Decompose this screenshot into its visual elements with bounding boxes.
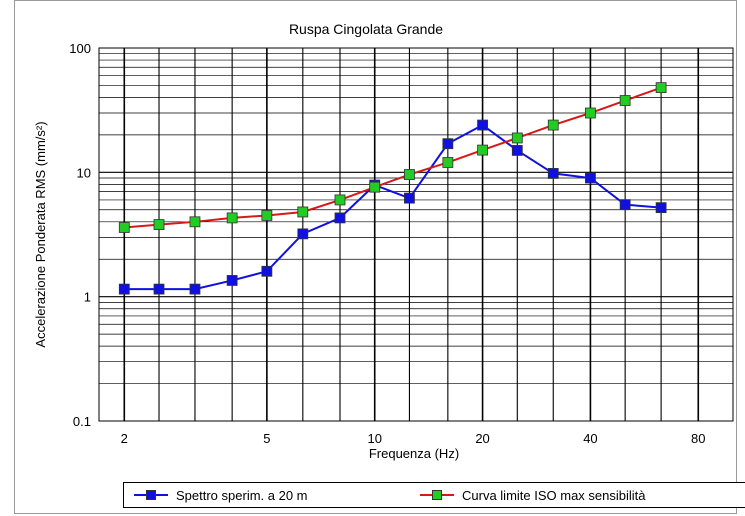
- x-tick-label: 40: [583, 431, 597, 446]
- x-tick-label: 5: [263, 431, 270, 446]
- series-1-point: [619, 95, 631, 106]
- grid: [99, 48, 733, 421]
- y-axis-label: Accelerazione Ponderata RMS (mm/s²): [33, 121, 48, 347]
- series-0-point: [511, 145, 523, 156]
- x-ticks: 2 5 10 20 40 80: [121, 431, 706, 446]
- chart-svg: Ruspa Cingolata Grande 0.1 1 10 100 2 5 10 20 4…: [33, 21, 734, 461]
- series-1-point: [226, 212, 238, 224]
- x-tick-label: 2: [121, 431, 128, 446]
- series-1-point: [297, 206, 309, 218]
- series-1-point: [655, 82, 667, 94]
- series-1-point: [261, 210, 273, 221]
- x-axis-label: Frequenza (Hz): [369, 446, 459, 461]
- legend-item-0: Spettro sperim. a 20 m: [134, 483, 308, 507]
- series-0-point: [547, 168, 559, 179]
- x-tick-label: 20: [475, 431, 489, 446]
- series-1-point: [153, 219, 165, 230]
- series-1-point: [334, 194, 346, 206]
- series-0-point: [442, 138, 454, 150]
- y-tick-label: 10: [77, 165, 91, 180]
- series-1-point: [404, 169, 415, 180]
- series-1-point: [118, 222, 130, 233]
- legend-label-0: Spettro sperim. a 20 m: [176, 487, 308, 503]
- plot-area: [98, 47, 734, 422]
- legend: Spettro sperim. a 20 m Curva limite ISO …: [123, 482, 745, 508]
- y-tick-label: 100: [69, 41, 91, 56]
- series-1-point: [547, 119, 559, 131]
- x-tick-label: 80: [691, 431, 705, 446]
- series-line-1: [124, 86, 662, 229]
- series-0-point: [655, 202, 667, 214]
- x-tick-label: 10: [367, 431, 381, 446]
- series-1-point: [189, 216, 201, 228]
- series-0-point: [585, 172, 596, 184]
- legend-label-1: Curva limite ISO max sensibilità: [462, 487, 646, 503]
- chart-frame: Ruspa Cingolata Grande 0.1 1 10 100 2 5 10 20 4…: [14, 0, 745, 514]
- legend-item-1: Curva limite ISO max sensibilità: [420, 483, 646, 507]
- series-0-point: [404, 192, 415, 204]
- series-1-point: [511, 132, 523, 144]
- series-0-point: [118, 283, 130, 295]
- series-0-point: [477, 119, 488, 131]
- series-1-point: [477, 144, 488, 156]
- series-0-point: [153, 283, 165, 295]
- legend-swatch-0: [134, 489, 168, 501]
- series-0-point: [261, 265, 273, 277]
- y-tick-label: 1: [84, 290, 91, 305]
- legend-swatch-1: [420, 489, 454, 501]
- chart-title: Ruspa Cingolata Grande: [289, 21, 443, 37]
- y-ticks: 0.1 1 10 100: [69, 41, 91, 429]
- series-0-point: [297, 228, 309, 240]
- series-group: [118, 82, 667, 295]
- series-0-point: [334, 212, 346, 224]
- series-line-0: [124, 123, 662, 291]
- series-0-point: [189, 283, 201, 295]
- y-tick-label: 0.1: [73, 414, 91, 429]
- series-0-point: [619, 199, 631, 211]
- series-1-point: [442, 157, 454, 168]
- series-1-point: [585, 107, 596, 119]
- series-0-point: [226, 275, 238, 286]
- series-1-point: [369, 181, 381, 193]
